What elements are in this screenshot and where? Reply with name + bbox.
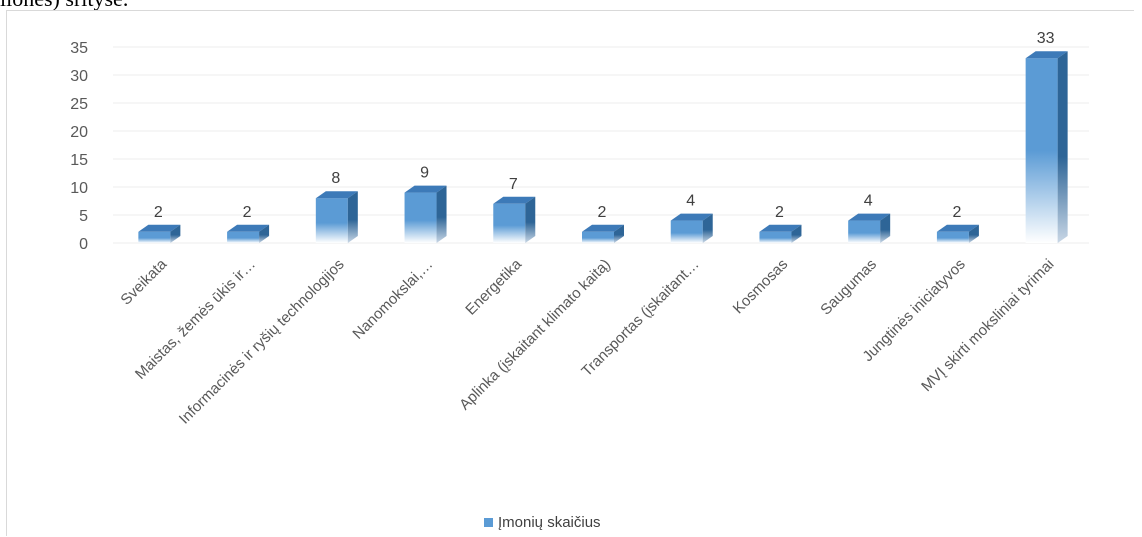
y-tick-label: 5 [79, 208, 88, 225]
category-label: Sveikata [117, 255, 170, 308]
bar [1025, 51, 1068, 244]
data-label: 8 [331, 170, 340, 187]
bar-side [259, 224, 270, 243]
bar-side [614, 224, 624, 243]
category-label: Kosmosas [730, 256, 792, 318]
bar-front [582, 231, 614, 243]
bar-side [702, 213, 713, 243]
data-label: 2 [775, 204, 784, 221]
data-label: 4 [686, 193, 695, 210]
y-tick-label: 20 [70, 124, 88, 141]
bar-front [315, 198, 348, 243]
bar [759, 224, 802, 243]
y-tick-label: 35 [70, 40, 88, 57]
bar [138, 224, 181, 243]
bar [404, 185, 447, 243]
bar-front [1025, 58, 1058, 244]
bar-front [936, 231, 969, 243]
bar-side [1057, 51, 1068, 244]
bar-side [170, 224, 181, 243]
bar-top [936, 224, 979, 232]
y-tick-label: 30 [70, 68, 88, 85]
data-label: 2 [598, 204, 607, 221]
bar-front [138, 231, 171, 243]
category-label: Informacinės ir ryšių technologijos [176, 256, 348, 428]
bar-side [791, 224, 802, 243]
bar-top [582, 224, 624, 232]
data-label: 9 [420, 165, 429, 182]
y-tick-label: 0 [79, 236, 88, 253]
bar [227, 224, 270, 243]
bar-side [968, 224, 979, 243]
bar-top [493, 196, 536, 204]
data-label: 2 [154, 204, 163, 221]
bar-front [404, 192, 437, 243]
bar-front [759, 231, 792, 243]
bar [848, 213, 891, 243]
category-label: Saugumas [817, 256, 880, 319]
category-label: Aplinka (įskaitant klimato kaitą) [456, 256, 614, 414]
bar-top [315, 191, 358, 199]
data-label: 33 [1037, 30, 1055, 47]
bar-top [759, 224, 802, 232]
data-label: 2 [243, 204, 252, 221]
legend-swatch [484, 518, 493, 527]
data-label: 2 [952, 204, 961, 221]
bar-side [436, 185, 447, 243]
bar-top [848, 213, 891, 221]
bar-top [404, 185, 447, 193]
caption-fragment: lionės) srityse. [0, 0, 128, 12]
bar-top [1025, 51, 1068, 59]
bar-side [880, 213, 891, 243]
bar-front [227, 231, 260, 243]
bar [315, 191, 358, 243]
category-label: Energetika [462, 255, 525, 318]
bar [936, 224, 979, 243]
category-label: Nanomokslai,… [349, 256, 436, 343]
bar-front [848, 220, 881, 243]
bar-side [347, 191, 358, 243]
bar-side [525, 196, 536, 243]
data-label: 4 [864, 193, 873, 210]
bar [493, 196, 536, 243]
bar-top [670, 213, 713, 221]
data-label: 7 [509, 176, 518, 193]
bar [582, 224, 624, 243]
y-tick-label: 10 [70, 180, 88, 197]
chart-area: 0 5 10 15 20 25 30 35 2 Sveikata 2 Maistas, žemės ū… [6, 10, 1134, 536]
bar-top [138, 224, 181, 232]
legend: Įmonių skaičius [484, 514, 601, 531]
bar-front [670, 220, 703, 243]
y-tick-label: 15 [70, 152, 88, 169]
bar-top [227, 224, 270, 232]
bar-front [493, 203, 526, 243]
legend-label: Įmonių skaičius [498, 514, 601, 531]
y-tick-label: 25 [70, 96, 88, 113]
bar [670, 213, 713, 243]
